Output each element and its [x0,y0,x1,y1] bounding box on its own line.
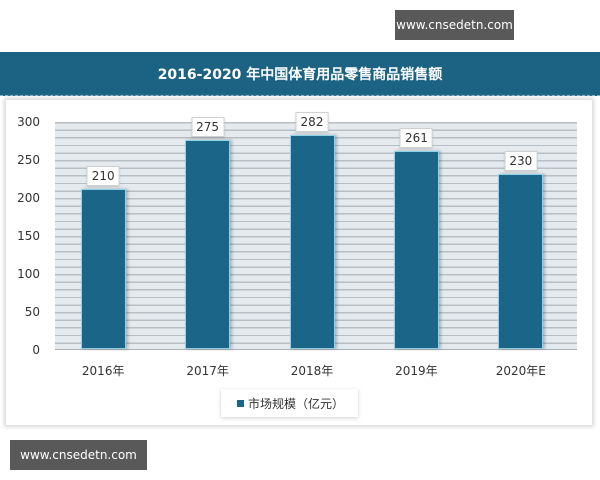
y-tick-label: 250 [17,153,40,167]
data-label: 230 [504,151,538,172]
bar-2016年 [80,189,126,349]
data-label: 282 [295,111,329,132]
x-tick-label: 2020年E [495,364,546,378]
legend: 市场规模（亿元） [221,389,358,417]
bar-2017年 [185,140,231,349]
plot-area [55,122,577,350]
data-label: 210 [86,166,120,187]
x-tick-label: 2018年 [290,364,334,378]
data-label: 275 [191,117,225,137]
chart-title: 2016-2020 年中国体育用品零售商品销售额 [0,52,600,96]
bar-2020年E [498,174,544,349]
y-tick-label: 0 [32,343,40,357]
y-tick-label: 300 [17,115,40,129]
y-tick-label: 100 [17,267,40,281]
watermark-bottom: www.cnsedetn.com [10,440,147,470]
legend-label: 市场规模（亿元） [248,396,345,411]
legend-swatch [237,399,244,407]
x-tick-label: 2017年 [186,364,229,378]
y-tick-label: 150 [17,229,40,243]
bar-2019年 [393,150,439,349]
watermark-top: www.cnsedetn.com [395,10,514,40]
x-tick-label: 2016年 [81,364,125,378]
x-tick-label: 2019年 [395,364,438,378]
data-label: 261 [399,127,433,148]
bar-2018年 [289,134,335,349]
y-tick-label: 200 [17,191,40,205]
y-tick-label: 50 [24,305,40,319]
